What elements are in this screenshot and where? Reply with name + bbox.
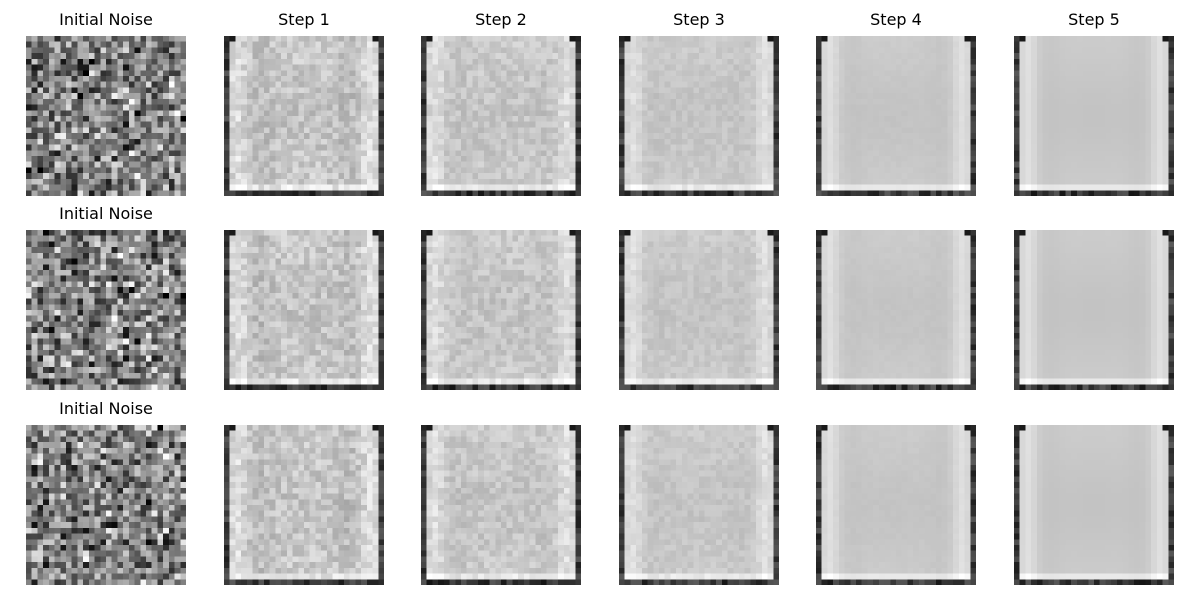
denoised-image (224, 36, 384, 196)
panel-title: Step 5 (1068, 10, 1120, 29)
denoised-image (816, 36, 976, 196)
denoised-image (816, 230, 976, 390)
denoised-image (1014, 36, 1174, 196)
noise-image (26, 230, 186, 390)
denoised-image (1014, 425, 1174, 585)
denoised-image (619, 425, 779, 585)
denoised-image (421, 230, 581, 390)
denoised-image (619, 36, 779, 196)
panel-title: Step 3 (673, 10, 725, 29)
denoised-image (224, 425, 384, 585)
noise-image (26, 36, 186, 196)
panel-title: Initial Noise (59, 10, 153, 29)
denoised-image (224, 230, 384, 390)
panel-title: Initial Noise (59, 399, 153, 418)
panel-title: Step 1 (278, 10, 330, 29)
noise-image (26, 425, 186, 585)
denoised-image (421, 425, 581, 585)
denoised-image (1014, 230, 1174, 390)
panel-title: Step 4 (870, 10, 922, 29)
panel-title: Step 2 (475, 10, 527, 29)
panel-title: Initial Noise (59, 204, 153, 223)
denoised-image (619, 230, 779, 390)
denoised-image (421, 36, 581, 196)
denoised-image (816, 425, 976, 585)
